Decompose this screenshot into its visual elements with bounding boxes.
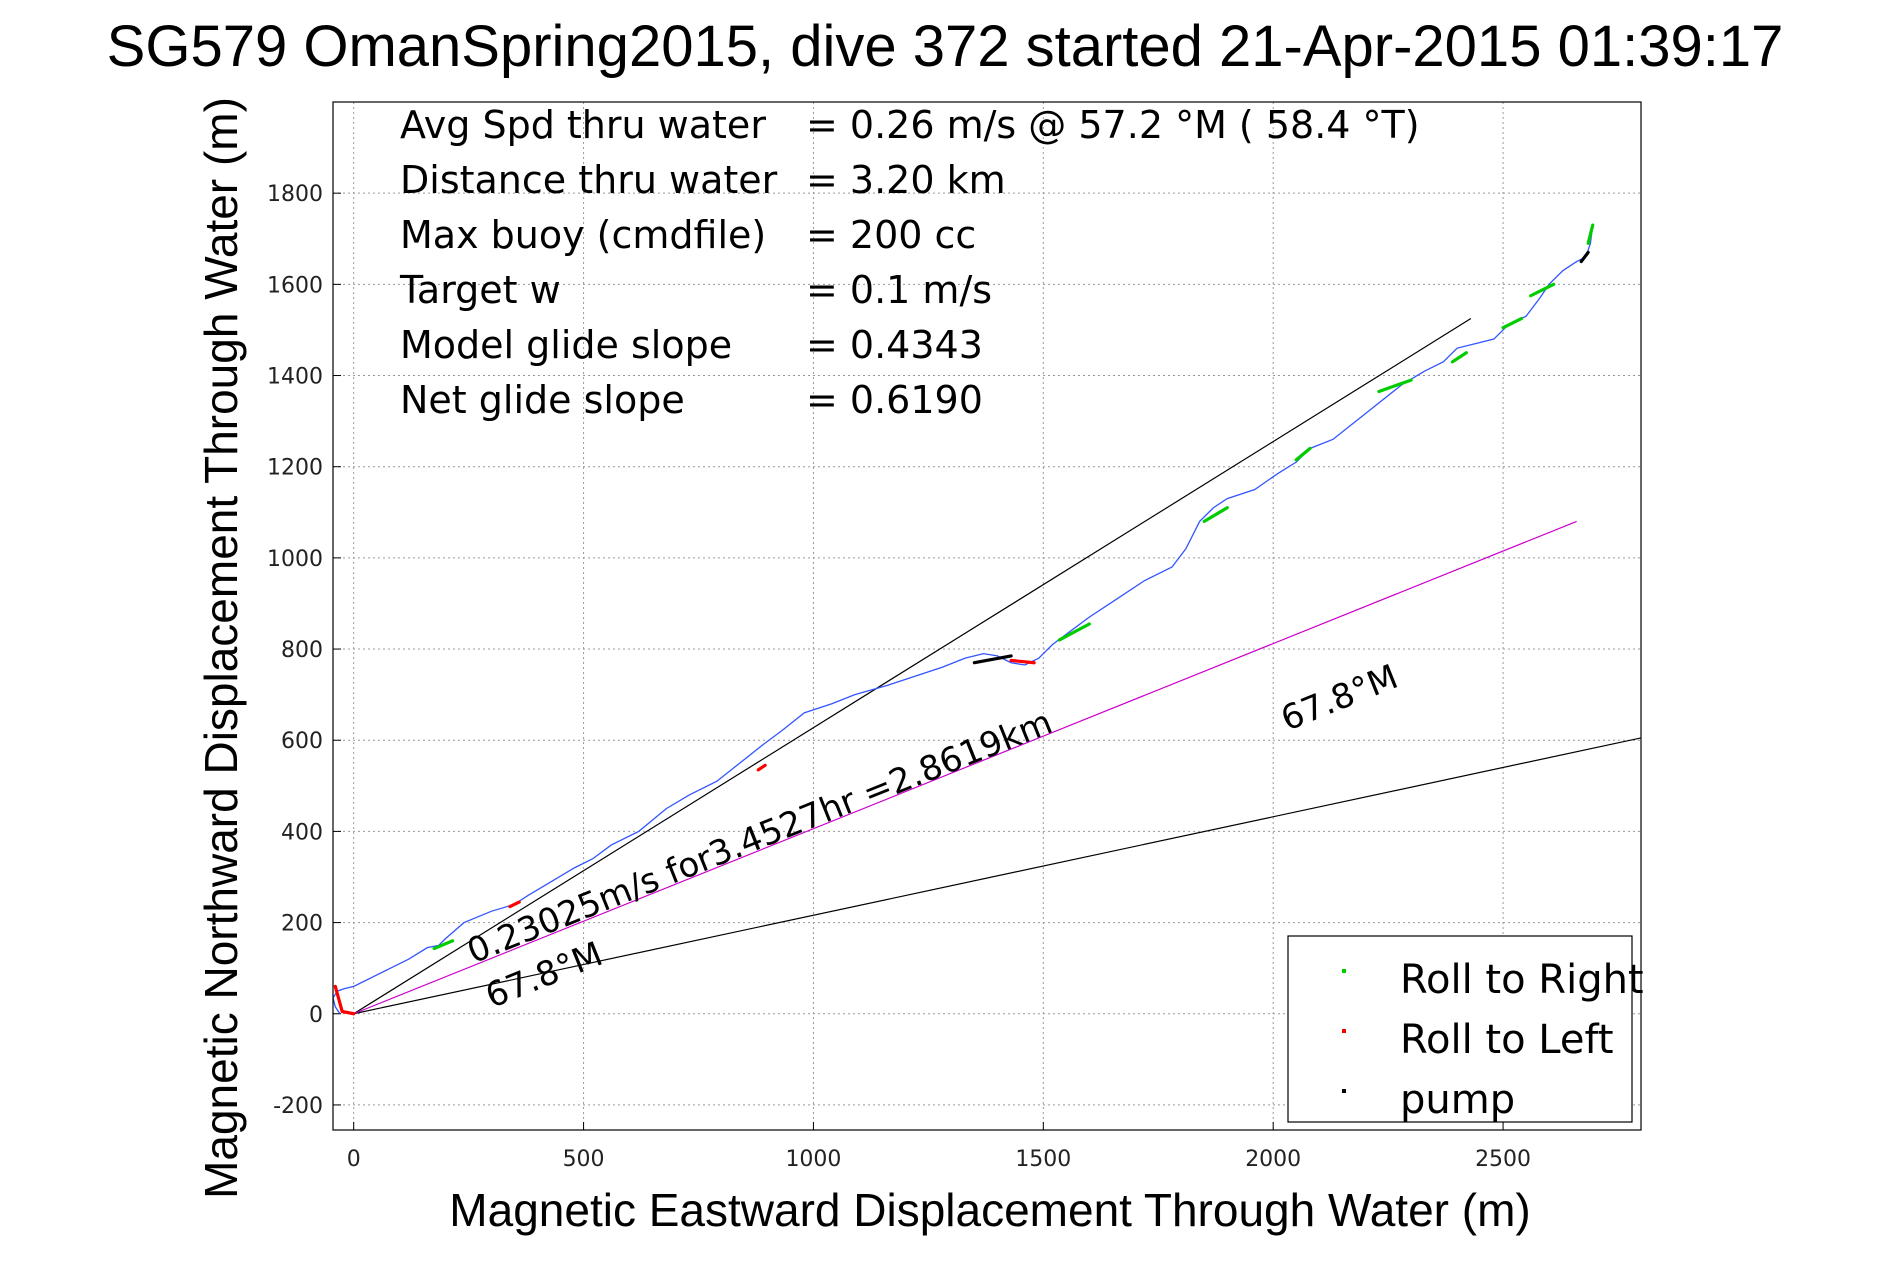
- info-value-avg-speed: = 0.26 m/s @ 57.2 °M ( 58.4 °T): [806, 103, 1420, 147]
- legend-label-roll-right: Roll to Right: [1400, 957, 1644, 1003]
- chart-title: SG579 OmanSpring2015, dive 372 started 2…: [107, 14, 1784, 79]
- y-tick-label: 200: [281, 912, 323, 937]
- legend: Roll to Right Roll to Left pump: [1287, 935, 1644, 1123]
- x-tick-label: 500: [563, 1147, 605, 1172]
- info-label-model-glide: Model glide slope: [400, 323, 732, 367]
- info-value-target-w: = 0.1 m/s: [806, 268, 992, 312]
- reference-lines: [353, 318, 1641, 1015]
- y-tick-labels: -200 0 200 400 600 800 1000 1200 1400 1600 1800: [267, 182, 323, 1119]
- info-value-model-glide: = 0.4343: [806, 323, 983, 367]
- roll-left-marker: [333, 984, 356, 1016]
- info-label-target-w: Target w: [399, 268, 561, 312]
- x-tick-label: 0: [347, 1147, 361, 1172]
- legend-swatch-pump: [1342, 1089, 1346, 1093]
- info-value-net-glide: = 0.6190: [806, 378, 983, 422]
- pump-marker: [972, 654, 1013, 665]
- roll-right-marker: [1377, 378, 1413, 394]
- reference-line-upper: [353, 318, 1472, 1015]
- legend-label-roll-left: Roll to Left: [1400, 1017, 1614, 1063]
- roll-right-marker: [1586, 223, 1595, 245]
- y-tick-label: 1000: [267, 547, 323, 572]
- reference-line-net: [353, 520, 1577, 1015]
- info-value-max-buoy: = 200 cc: [806, 213, 976, 257]
- roll-right-marker: [1294, 446, 1312, 462]
- x-axis-label: Magnetic Eastward Displacement Through W…: [449, 1184, 1530, 1236]
- x-tick-label: 2500: [1475, 1147, 1531, 1172]
- x-tick-labels: 0 500 1000 1500 2000 2500: [347, 1147, 1531, 1172]
- roll-right-marker: [1057, 622, 1091, 642]
- y-tick-label: 1400: [267, 365, 323, 390]
- roll-right-marker: [1202, 506, 1229, 524]
- track-markers: [333, 223, 1595, 1016]
- y-tick-label: 400: [281, 820, 323, 845]
- y-tick-label: 600: [281, 729, 323, 754]
- roll-left-marker: [1009, 658, 1036, 665]
- y-tick-label: 1800: [267, 182, 323, 207]
- info-label-max-buoy: Max buoy (cmdfile): [400, 213, 766, 257]
- info-value-distance: = 3.20 km: [806, 158, 1006, 202]
- roll-right-marker: [432, 939, 455, 951]
- roll-right-marker: [1450, 351, 1468, 364]
- y-tick-label: 1200: [267, 456, 323, 481]
- x-tick-label: 1500: [1015, 1147, 1071, 1172]
- pump-marker: [1579, 250, 1590, 264]
- legend-swatch-roll-right: [1342, 969, 1346, 973]
- track-line: [333, 225, 1594, 1015]
- y-axis-label: Magnetic Northward Displacement Through …: [195, 97, 247, 1199]
- y-tick-label: 1600: [267, 273, 323, 298]
- roll-left-marker: [508, 900, 521, 909]
- y-tick-label: -200: [273, 1094, 323, 1119]
- roll-right-marker: [1501, 316, 1524, 330]
- info-label-net-glide: Net glide slope: [400, 378, 685, 422]
- y-tick-label: 0: [309, 1003, 323, 1028]
- roll-left-marker: [756, 763, 767, 772]
- reference-line-lower: [353, 737, 1641, 1015]
- legend-label-pump: pump: [1400, 1077, 1515, 1123]
- roll-right-marker: [1529, 282, 1556, 298]
- legend-swatch-roll-left: [1342, 1029, 1346, 1033]
- info-label-distance: Distance thru water: [400, 158, 778, 202]
- glider-track: [333, 225, 1594, 1015]
- x-tick-label: 2000: [1245, 1147, 1301, 1172]
- y-tick-label: 800: [281, 638, 323, 663]
- x-tick-label: 1000: [785, 1147, 841, 1172]
- dive-info-block: Avg Spd thru water = 0.26 m/s @ 57.2 °M …: [399, 103, 1420, 422]
- plot-frame: [332, 101, 1642, 1131]
- info-label-avg-speed: Avg Spd thru water: [400, 103, 766, 147]
